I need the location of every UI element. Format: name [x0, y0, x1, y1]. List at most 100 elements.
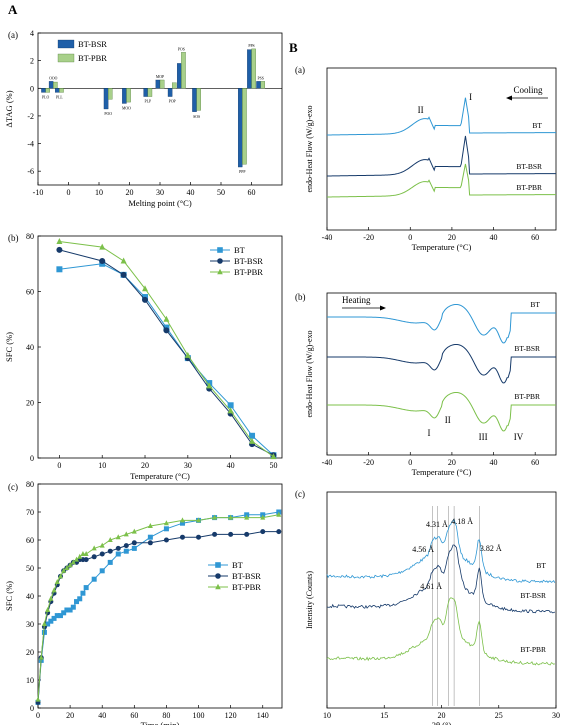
y-tick-label: 80: [26, 232, 34, 241]
series-line-BT: [59, 263, 274, 456]
dsc-heating-frame: [326, 292, 557, 456]
data-point: [120, 271, 127, 278]
data-point: [270, 453, 277, 460]
legend-label-bsr: BT-BSR: [78, 39, 107, 49]
x-tick-label: 20: [448, 458, 456, 467]
x-axis-label: Time (min): [141, 720, 180, 725]
data-point: [57, 573, 63, 579]
data-point: [131, 528, 137, 534]
data-point: [99, 542, 105, 548]
y-axis-label: SFC (%): [4, 581, 14, 611]
data-point: [74, 599, 80, 605]
y-tick-label: 20: [26, 399, 34, 408]
bar-bsr: [167, 88, 173, 97]
y-tick-label: 80: [26, 480, 34, 489]
dsc-cooling-frame: [326, 67, 557, 231]
data-point: [249, 432, 256, 439]
dsc-cooling-curve-BT-BSR: [326, 135, 557, 177]
data-point: [196, 517, 202, 523]
data-point: [212, 514, 218, 520]
data-point: [179, 517, 185, 523]
bar-label: POO: [104, 112, 112, 116]
data-point: [41, 629, 47, 635]
data-point: [115, 551, 121, 557]
series-line-BT-PBR: [59, 241, 274, 458]
data-point: [91, 576, 97, 582]
y-tick-label: 60: [26, 536, 34, 545]
data-point: [48, 618, 54, 624]
x-tick-label: 30: [184, 461, 192, 470]
data-point: [131, 545, 137, 551]
series-line-BT-BSR: [37, 531, 279, 703]
data-point: [196, 534, 202, 540]
data-point: [142, 296, 149, 303]
bar-label: PPP: [239, 170, 245, 174]
annotation-431: 4.31 Å: [426, 520, 448, 529]
x-tick-label: 0: [67, 188, 71, 197]
bar-label: PSS: [257, 76, 263, 80]
data-point: [123, 548, 129, 554]
bar-label: PLP: [145, 100, 152, 104]
data-point: [163, 526, 169, 532]
x-tick-label: 60: [531, 233, 539, 242]
dsc-cooling-curve-BT: [326, 97, 557, 136]
bar-bsr: [143, 88, 148, 97]
legend-marker-sfc-time: [215, 583, 221, 590]
y-tick-label: 30: [26, 620, 34, 629]
data-point: [67, 562, 73, 568]
cooling-arrow-head: [506, 95, 512, 101]
series-line-BT-BSR: [59, 249, 274, 456]
x-tick-label: -40: [322, 458, 333, 467]
bar-pbr: [108, 88, 113, 100]
annotation-418: 4.18 Å: [451, 517, 473, 526]
data-point: [56, 246, 63, 253]
x-tick-label: 20: [141, 461, 149, 470]
xrd-curve-BT-BSR: [326, 544, 556, 614]
bar-pbr: [126, 88, 131, 103]
data-point: [276, 529, 282, 535]
bar-pbr: [242, 88, 247, 165]
panel-label-B-a: (a): [295, 65, 305, 75]
data-point: [41, 621, 47, 626]
dsc-heating-label-BT-BSR: BT-BSR: [514, 344, 540, 353]
data-point: [48, 595, 54, 601]
legend-label-sfc-time: BT-BSR: [232, 571, 261, 581]
legend-label-sfc-time: BT: [232, 560, 244, 570]
x-tick-label: 40: [490, 233, 498, 242]
data-point: [56, 238, 63, 245]
data-point: [64, 565, 70, 570]
data-point: [115, 545, 121, 551]
peak-label-II: II: [418, 105, 424, 115]
dsc-heating-label-BT-PBR: BT-PBR: [514, 392, 540, 401]
data-point: [56, 266, 63, 273]
xrd-label-BT: BT: [536, 561, 546, 570]
data-point: [228, 514, 234, 520]
xrd-label-BT-PBR: BT-PBR: [520, 645, 546, 654]
bar-pbr: [196, 88, 201, 111]
dsc-heating-curve-BT-PBR: [327, 391, 556, 432]
data-point: [70, 604, 76, 610]
data-point: [57, 613, 63, 619]
data-point: [227, 407, 234, 414]
y-tick-label: 0: [30, 704, 34, 713]
data-point: [147, 540, 153, 546]
data-point: [107, 559, 113, 565]
heating-arrow-head: [380, 305, 386, 311]
data-point: [83, 551, 89, 556]
y-tick-label: 0: [30, 454, 34, 463]
x-tick-label: 40: [98, 711, 106, 720]
x-tick-label: -10: [33, 188, 44, 197]
x-tick-label: 0: [408, 458, 412, 467]
data-point: [80, 551, 86, 556]
data-point: [276, 511, 282, 517]
data-point: [260, 514, 266, 520]
bar-label: PLO: [42, 95, 49, 99]
data-point: [70, 559, 76, 565]
bar-pbr: [53, 81, 58, 89]
data-point: [61, 610, 67, 616]
legend-swatch-bsr: [57, 39, 75, 49]
dsc-cooling-label-BT-BSR: BT-BSR: [516, 162, 542, 171]
legend-marker-sfc-time: [215, 562, 221, 568]
data-point: [147, 534, 153, 540]
x-tick-label: 0: [408, 233, 412, 242]
